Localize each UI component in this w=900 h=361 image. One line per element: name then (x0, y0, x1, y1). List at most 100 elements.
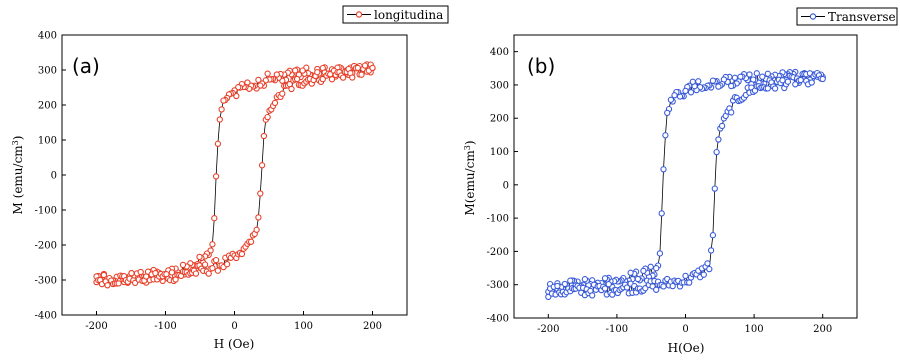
x-tick-label: 100 (745, 324, 764, 335)
data-point (253, 226, 260, 233)
y-axis-title-a: M (emu/cm3) (11, 136, 25, 215)
data-point (797, 76, 804, 84)
data-point (653, 286, 660, 293)
data-point (216, 116, 223, 123)
legend-marker-b (809, 13, 817, 20)
y-tick-label: -300 (487, 280, 509, 291)
y-tick-label: 0 (51, 171, 57, 182)
data-point (137, 268, 144, 276)
y-tick-label: 0 (503, 180, 509, 191)
data-point (653, 265, 660, 272)
data-point (706, 265, 713, 273)
y-axis-title-b-main: M(emu/cm (463, 150, 477, 216)
data-point (255, 214, 262, 221)
data-point (257, 190, 264, 197)
x-tick-label: -200 (85, 321, 107, 332)
data-point (718, 122, 726, 130)
data-point (704, 260, 711, 267)
data-point (662, 132, 669, 139)
y-axis-title-a-sup: 3 (11, 140, 20, 145)
y-tick-label: 400 (38, 31, 57, 42)
x-axis-ticks-a: -200 -100 0 100 200 (85, 311, 382, 332)
y-axis-title-a-main: M (emu/cm (11, 145, 25, 215)
y-tick-label: -200 (487, 247, 509, 258)
legend-label-a: longitudina (374, 8, 443, 22)
data-point (669, 282, 676, 290)
data-point (764, 85, 771, 92)
data-point (667, 96, 675, 103)
data-point (168, 269, 176, 276)
data-point (711, 185, 718, 192)
y-tick-label: -400 (487, 314, 509, 325)
data-point (264, 70, 271, 77)
data-point (601, 285, 609, 292)
data-point (700, 271, 707, 278)
data-point (640, 267, 647, 275)
x-tick-label: 200 (363, 321, 382, 332)
y-tick-label: 100 (38, 136, 57, 147)
data-point (255, 76, 262, 84)
data-point (212, 173, 220, 180)
data-point (349, 74, 356, 81)
data-point (567, 277, 574, 284)
data-point (784, 78, 792, 85)
data-point (627, 269, 634, 276)
data-point (319, 75, 326, 83)
y-tick-label: -100 (487, 214, 509, 225)
data-point (238, 250, 246, 258)
data-point (601, 275, 609, 282)
legend-label-b: Transverse (828, 10, 896, 24)
data-point (634, 275, 642, 283)
data-point (220, 97, 227, 104)
y-tick-label: 100 (490, 147, 509, 158)
data-point (369, 64, 376, 72)
data-point (104, 282, 111, 289)
y-axis-title-b-sup: 3 (463, 145, 472, 150)
data-point (554, 282, 561, 290)
data-point (264, 113, 271, 121)
data-point (271, 99, 279, 107)
y-tick-label: -200 (35, 241, 57, 252)
data-point (753, 70, 760, 77)
data-point (218, 106, 225, 113)
data-point (273, 71, 280, 78)
data-point (660, 166, 667, 173)
data-point (279, 90, 286, 97)
legend-box-b (796, 7, 898, 26)
legend-b: Transverse (796, 7, 898, 26)
data-point (196, 253, 203, 261)
data-point (682, 87, 689, 95)
data-series-b (545, 68, 826, 301)
y-tick-label: 200 (38, 101, 57, 112)
data-point (808, 79, 815, 86)
data-point (581, 276, 589, 283)
data-point (201, 261, 209, 268)
x-tick-label: 0 (231, 321, 237, 332)
legend-box-a (342, 5, 449, 24)
data-point (709, 232, 717, 239)
data-point (211, 215, 218, 222)
data-point (713, 148, 720, 156)
data-point (764, 70, 771, 77)
data-point (623, 284, 631, 291)
data-point (128, 270, 135, 277)
panel-label-a: (a) (72, 54, 100, 78)
data-point (682, 272, 689, 280)
data-point (328, 76, 336, 83)
y-axis-title-a-close: ) (11, 136, 25, 141)
data-point (728, 109, 735, 116)
data-point (687, 89, 695, 96)
data-point (358, 71, 365, 78)
y-tick-label: 300 (38, 66, 57, 77)
data-point (339, 74, 347, 81)
data-point (100, 271, 108, 279)
legend-a: longitudina (342, 5, 449, 24)
data-point (715, 136, 722, 143)
y-tick-label: 300 (490, 80, 509, 91)
series-line (547, 71, 824, 297)
chart-panel-a: -400 -300 -200 -100 0 100 200 300 400 -200 -100 0 1… (11, 5, 449, 351)
y-axis-title-b: M(emu/cm3) (463, 140, 477, 215)
x-tick-label: -100 (154, 321, 176, 332)
y-tick-label: 200 (490, 114, 509, 125)
data-point (258, 162, 266, 169)
